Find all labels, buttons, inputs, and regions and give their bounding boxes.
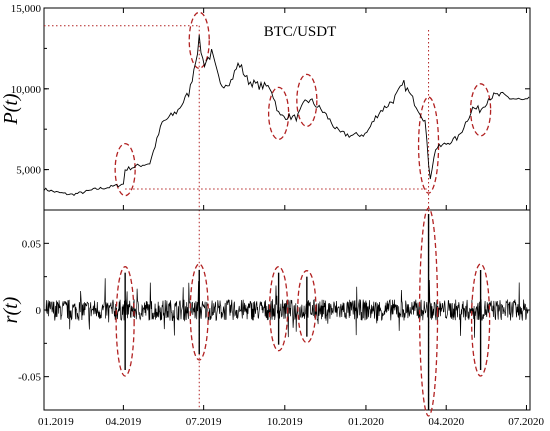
returns-panel: -0.05 0 0.05 r(t)	[0, 207, 531, 417]
x-tick-label: 07.2019	[186, 416, 222, 428]
returns-highlight-ellipse-3	[297, 270, 317, 344]
x-tick-label: 01.2020	[348, 416, 384, 428]
price-y-ticks: 5,000 10,000 15,000	[11, 3, 530, 211]
returns-y-tick-label: 0	[36, 305, 42, 317]
returns-highlight-ellipse-1	[189, 263, 209, 361]
x-tick-label: 07.2020	[508, 416, 544, 428]
price-highlights	[44, 11, 492, 410]
price-highlight-ellipse-5	[469, 83, 492, 137]
price-y-tick-label: 15,000	[11, 3, 42, 15]
price-y-tick-label: 5,000	[16, 165, 41, 177]
returns-y-ticks: -0.05 0 0.05	[18, 209, 530, 411]
returns-y-tick-label: 0.05	[22, 238, 42, 250]
returns-highlight-ellipse-0	[115, 266, 135, 377]
returns-highlight-ellipse-4	[418, 207, 439, 417]
returns-y-tick-label: -0.05	[18, 372, 41, 384]
price-highlight-ellipse-1	[188, 11, 210, 69]
price-highlight-ellipse-3	[296, 73, 318, 127]
price-highlight-ellipse-2	[267, 86, 290, 141]
x-tick-label: 10.2019	[267, 416, 303, 428]
chart-title: BTC/USDT	[264, 24, 337, 40]
price-panel: 5,000 10,000 15,000 BTC/USDT P(t)	[0, 3, 531, 410]
x-tick-label: 04.2020	[428, 416, 464, 428]
price-y-tick-label: 10,000	[11, 84, 42, 96]
price-highlight-ellipse-0	[114, 142, 136, 197]
x-tick-label: 01.2019	[38, 416, 74, 428]
price-y-axis-label: P(t)	[0, 93, 22, 125]
x-ticks: 01.2019 04.2019 07.2019 10.2019 01.2020 04.20…	[38, 8, 545, 428]
returns-y-axis-label: r(t)	[0, 296, 22, 323]
returns-highlight-ellipse-2	[268, 266, 289, 352]
returns-highlight-ellipse-5	[470, 263, 491, 377]
returns-highlights	[115, 207, 491, 417]
x-tick-label: 04.2019	[106, 416, 142, 428]
price-series-line	[43, 35, 530, 197]
